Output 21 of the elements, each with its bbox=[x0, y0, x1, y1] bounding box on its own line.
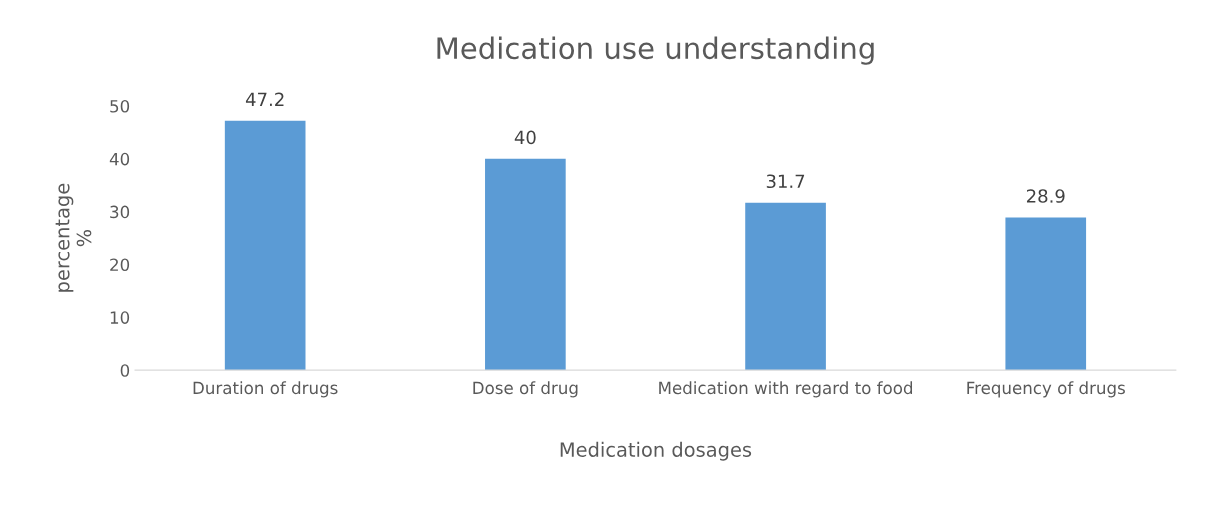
data-label: 40 bbox=[514, 130, 536, 145]
y-tick-label: 40 bbox=[109, 152, 130, 166]
bar bbox=[485, 158, 566, 371]
y-tick-label: 0 bbox=[120, 364, 130, 377]
bar bbox=[745, 202, 826, 371]
x-tick-label: Frequency of drugs bbox=[967, 381, 1125, 398]
chart-title: Medication use understanding bbox=[437, 36, 874, 65]
y-tick-label: 10 bbox=[110, 311, 130, 324]
x-axis-title: Medication dosages bbox=[560, 441, 752, 461]
x-tick-label: Medication with regard to food bbox=[659, 381, 913, 398]
data-label: 31.7 bbox=[766, 174, 805, 189]
data-label: 28.9 bbox=[1026, 189, 1065, 203]
y-axis-title: percentage % bbox=[55, 183, 92, 292]
y-tick-label: 50 bbox=[110, 99, 130, 113]
y-tick-label: 20 bbox=[110, 258, 130, 272]
data-label: 47.2 bbox=[245, 92, 284, 106]
y-tick-label: 30 bbox=[110, 205, 130, 219]
bar bbox=[1005, 217, 1087, 371]
x-tick-label: Dose of drug bbox=[473, 381, 578, 398]
x-tick-label: Duration of drugs bbox=[193, 381, 338, 398]
bar bbox=[224, 120, 306, 371]
